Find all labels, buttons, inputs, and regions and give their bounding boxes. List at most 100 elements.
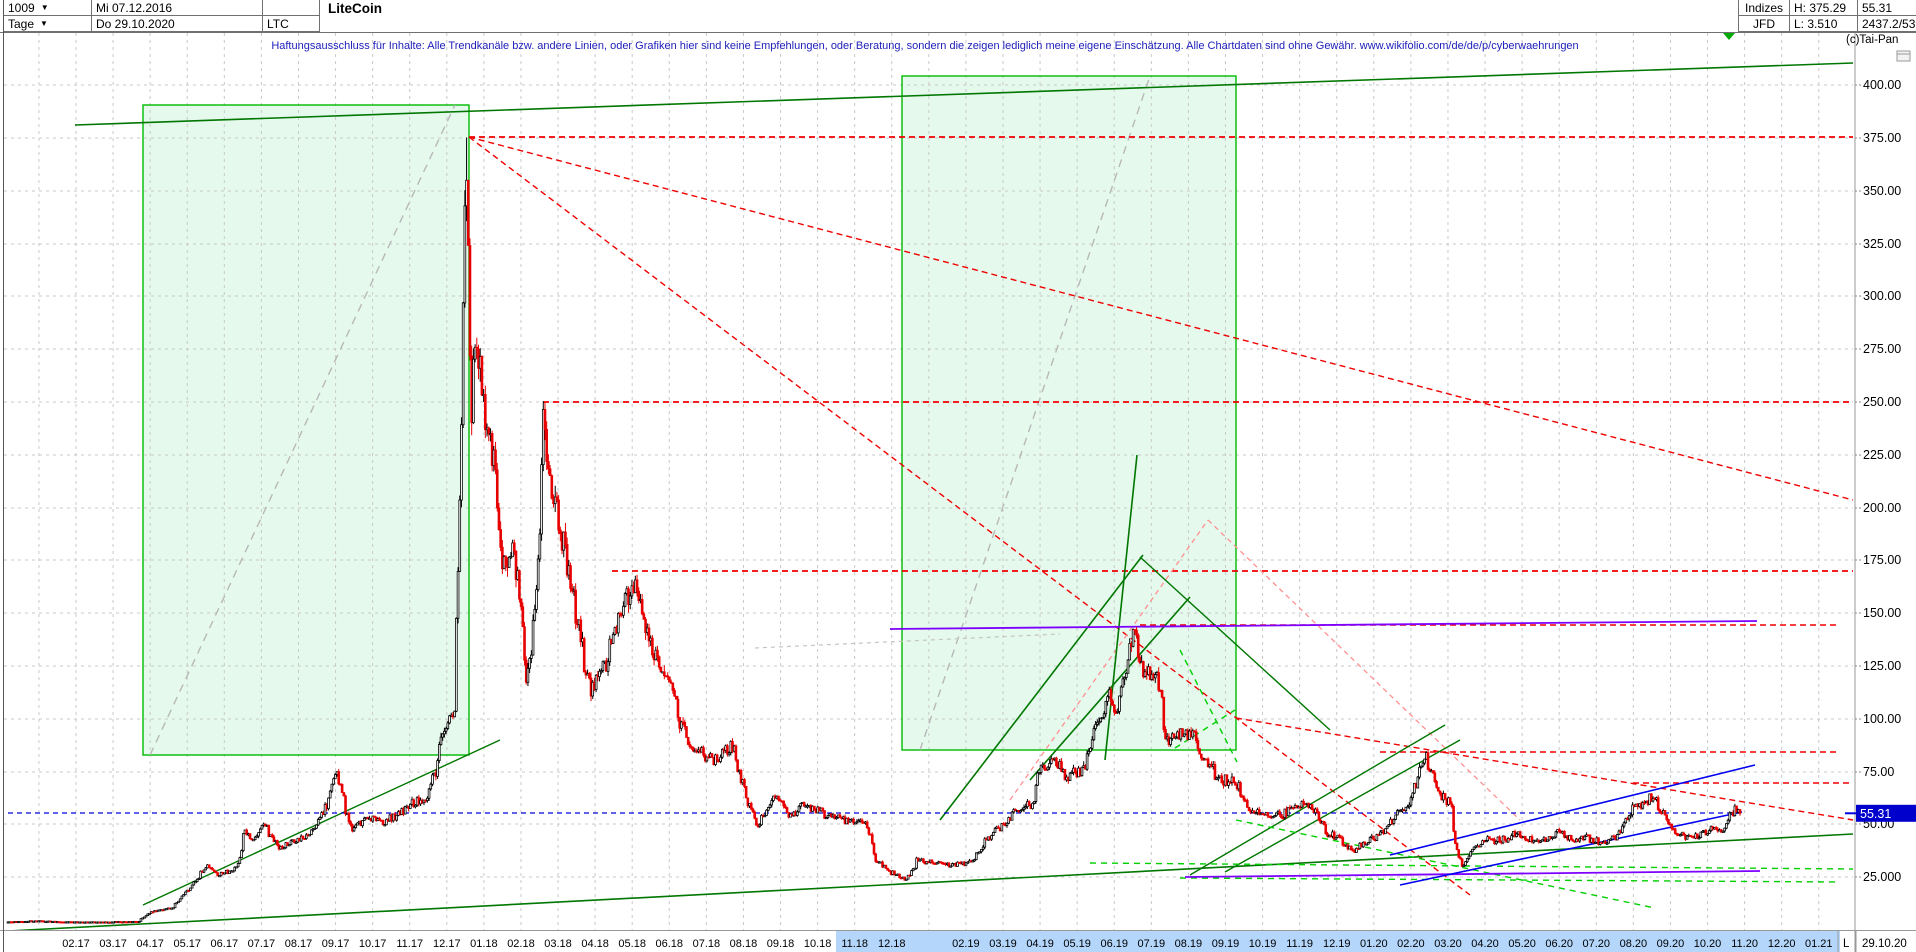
instrument-title: LiteCoin	[328, 1, 382, 16]
svg-text:08.19: 08.19	[1175, 938, 1203, 950]
period-dropdown[interactable]: Tage ▼	[4, 16, 92, 32]
svg-text:07.20: 07.20	[1583, 938, 1611, 950]
svg-text:08.18: 08.18	[730, 938, 758, 950]
svg-text:05.19: 05.19	[1063, 938, 1091, 950]
svg-text:06.17: 06.17	[211, 938, 239, 950]
svg-text:11.17: 11.17	[396, 938, 423, 950]
svg-text:05.20: 05.20	[1508, 938, 1536, 950]
svg-text:375.00: 375.00	[1863, 131, 1901, 145]
svg-text:07.19: 07.19	[1138, 938, 1166, 950]
svg-text:275.00: 275.00	[1863, 342, 1901, 356]
exchange-label: Indizes	[1738, 0, 1790, 16]
svg-text:03.19: 03.19	[989, 938, 1017, 950]
svg-text:02.19: 02.19	[952, 938, 980, 950]
svg-text:08.17: 08.17	[285, 938, 313, 950]
symbol-text: LTC	[267, 16, 289, 31]
high-label: H: 375.29	[1790, 0, 1858, 16]
svg-text:10.17: 10.17	[359, 938, 387, 950]
drawn-trendlines[interactable]	[7, 62, 1854, 932]
provider-text: JFD	[1753, 16, 1775, 31]
window-left-border	[3, 0, 4, 952]
svg-text:10.19: 10.19	[1249, 938, 1277, 950]
date-from-field[interactable]: Mi 07.12.2016	[92, 0, 263, 16]
svg-text:11.18: 11.18	[841, 938, 868, 950]
svg-text:07.17: 07.17	[248, 938, 276, 950]
svg-text:01.18: 01.18	[470, 938, 498, 950]
svg-text:200.00: 200.00	[1863, 501, 1901, 515]
svg-text:29.10.20: 29.10.20	[1862, 938, 1907, 950]
svg-text:09.17: 09.17	[322, 938, 350, 950]
bars-count-dropdown[interactable]: 1009 ▼	[4, 0, 92, 16]
volume-label: 2437.2/53	[1858, 16, 1916, 32]
svg-text:06.20: 06.20	[1545, 938, 1573, 950]
exchange-text: Indizes	[1744, 0, 1784, 15]
svg-text:09.19: 09.19	[1212, 938, 1240, 950]
svg-text:250.00: 250.00	[1863, 395, 1901, 409]
decorations	[1723, 33, 1911, 62]
svg-text:11.19: 11.19	[1286, 938, 1313, 950]
svg-text:12.18: 12.18	[878, 938, 906, 950]
svg-text:225.00: 225.00	[1863, 448, 1901, 462]
svg-text:150.00: 150.00	[1863, 606, 1901, 620]
date-from-value: Mi 07.12.2016	[96, 0, 173, 15]
svg-text:75.00: 75.00	[1863, 765, 1894, 779]
svg-text:325.00: 325.00	[1863, 237, 1901, 251]
svg-text:04.20: 04.20	[1471, 938, 1499, 950]
chevron-down-icon: ▼	[40, 19, 48, 28]
svg-text:10.18: 10.18	[804, 938, 832, 950]
svg-text:04.19: 04.19	[1026, 938, 1054, 950]
svg-text:07.18: 07.18	[693, 938, 721, 950]
last-price-text: 55.31	[1862, 0, 1893, 15]
svg-text:350.00: 350.00	[1863, 184, 1901, 198]
period-value: Tage	[8, 16, 35, 31]
svg-text:12.19: 12.19	[1323, 938, 1351, 950]
svg-text:05.17: 05.17	[173, 938, 201, 950]
trend-channel-boxes[interactable]	[143, 76, 1236, 755]
candlesticks	[6, 137, 1742, 924]
svg-text:125.00: 125.00	[1863, 659, 1901, 673]
volume-text: 2437.2/53	[1862, 16, 1916, 31]
trend-channel-borders[interactable]	[142, 75, 1237, 756]
svg-text:175.00: 175.00	[1863, 553, 1901, 567]
svg-text:09.18: 09.18	[767, 938, 795, 950]
svg-text:100.00: 100.00	[1863, 712, 1901, 726]
svg-text:L: L	[1843, 938, 1850, 950]
chevron-down-icon: ▼	[40, 3, 49, 12]
svg-text:06.19: 06.19	[1100, 938, 1128, 950]
bars-count-value: 1009	[8, 0, 35, 15]
svg-text:300.00: 300.00	[1863, 289, 1901, 303]
current-price-badge: 55.31	[1845, 804, 1916, 822]
low-label: L: 3.510	[1790, 16, 1858, 32]
svg-text:03.17: 03.17	[99, 938, 127, 950]
corner-cursor-date: L 29.10.20	[1843, 938, 1907, 950]
restore-window-icon	[1896, 50, 1911, 62]
high-text: H: 375.29	[1794, 0, 1847, 15]
grid	[4, 33, 1853, 930]
svg-text:09.20: 09.20	[1657, 938, 1685, 950]
svg-text:55.31: 55.31	[1860, 807, 1891, 821]
svg-text:12.20: 12.20	[1768, 938, 1796, 950]
svg-text:05.18: 05.18	[618, 938, 646, 950]
copyright-watermark: (c)Tai-Pan	[1846, 34, 1899, 46]
svg-text:01.20: 01.20	[1360, 938, 1388, 950]
last-price-label: 55.31	[1858, 0, 1916, 16]
symbol-cell-spacer	[263, 0, 320, 16]
date-to-field[interactable]: Do 29.10.2020	[92, 16, 263, 32]
svg-text:12.17: 12.17	[433, 938, 461, 950]
green-marker-icon	[1723, 33, 1735, 40]
svg-text:02.18: 02.18	[507, 938, 535, 950]
svg-text:08.20: 08.20	[1620, 938, 1648, 950]
svg-text:06.18: 06.18	[656, 938, 684, 950]
svg-text:10.20: 10.20	[1694, 938, 1722, 950]
svg-text:11.20: 11.20	[1731, 938, 1758, 950]
time-axis-labels: 02.17 03.17 04.17 05.17 06.17 07.17 08.17 09.17…	[62, 938, 1832, 950]
svg-text:25.000: 25.000	[1863, 870, 1901, 884]
svg-text:02.17: 02.17	[62, 938, 90, 950]
symbol-label: LTC	[263, 16, 320, 32]
svg-text:01.21: 01.21	[1805, 938, 1833, 950]
svg-text:03.20: 03.20	[1434, 938, 1462, 950]
svg-text:04.18: 04.18	[581, 938, 609, 950]
